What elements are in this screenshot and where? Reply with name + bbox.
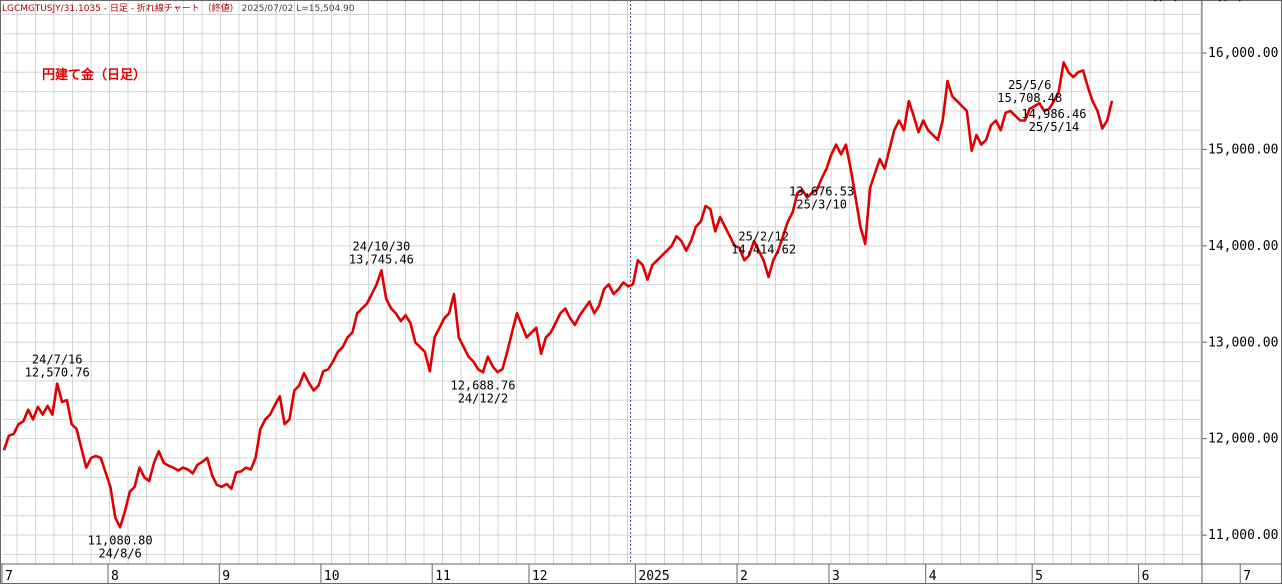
x-tick-label: 10 (324, 569, 340, 584)
annotation-label: 25/5/6 (1008, 78, 1051, 92)
x-tick-label: 2025 (638, 569, 669, 584)
annotation-label: 24/7/16 (32, 353, 83, 367)
x-tick-label: 7 (5, 569, 13, 584)
x-tick-label: 12 (532, 569, 548, 584)
annotation-label: 24/12/2 (458, 391, 509, 405)
x-tick-label: 11 (435, 569, 451, 584)
y-tick-label: 13,000.00 (1208, 335, 1278, 350)
annotation-label: 14,414.62 (731, 242, 796, 256)
x-tick-label: 3 (832, 569, 840, 584)
y-tick-label: 14,000.00 (1208, 239, 1278, 254)
annotation-label: 13,745.46 (349, 252, 414, 266)
x-tick-label: 4 (929, 569, 937, 584)
y-tick-label: 12,000.00 (1208, 432, 1278, 447)
annotation-label: 25/5/14 (1029, 120, 1080, 134)
price-line (2, 61, 1114, 529)
symbol-label: LGCMGTUSJY/31.1035 (2, 4, 101, 14)
annotation-label: 15,218.16 (1202, 0, 1267, 3)
header-date: 2025/07/02 (241, 4, 294, 14)
annotation-label: 25/2/12 (738, 229, 789, 243)
annotation-label: 12,688.76 (450, 378, 515, 392)
annotation-label: 13,676.53 (789, 184, 854, 198)
y-tick-label: 15,000.00 (1208, 142, 1278, 157)
x-tick-label: 9 (222, 569, 230, 584)
annotation-label: 24/8/6 (98, 546, 141, 560)
y-tick-label: 11,000.00 (1208, 528, 1278, 543)
annotation-label: 25/6/13 (1145, 0, 1196, 3)
chart-header: LGCMGTUSJY/31.1035 - 日足 - 折れ線チャート （終値） 2… (2, 1, 355, 14)
y-tick-label: 16,000.00 (1208, 46, 1278, 61)
last-price: L=15,504.90 (296, 4, 355, 14)
chart-description: - 日足 - 折れ線チャート （終値） (103, 4, 239, 14)
x-tick-label: 8 (111, 569, 119, 584)
x-tick-label: 2 (740, 569, 748, 584)
annotation-label: 14,986.46 (1021, 107, 1086, 121)
annotation-label: 15,708.48 (997, 91, 1062, 105)
x-tick-label: 6 (1142, 569, 1150, 584)
annotation-label: 24/10/30 (352, 239, 410, 253)
annotation-label: 12,570.76 (25, 366, 90, 380)
annotation-label: 25/6/27 (1209, 0, 1260, 3)
chart-title: 円建て金（日足） (42, 68, 147, 83)
annotation-label: 15,903.12 (1138, 0, 1203, 3)
annotation-label: 11,080.80 (88, 533, 153, 547)
x-tick-label: 7 (1243, 569, 1251, 584)
annotation-label: 25/3/10 (796, 197, 847, 211)
x-tick-label: 5 (1035, 569, 1043, 584)
